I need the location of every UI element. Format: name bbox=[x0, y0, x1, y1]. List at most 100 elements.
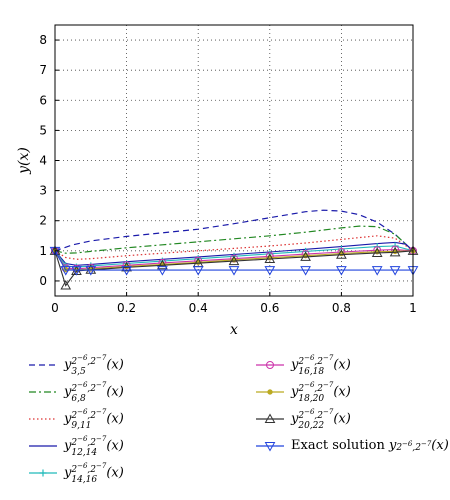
legend-tail: (x) bbox=[431, 438, 449, 453]
x-tick-label: 1 bbox=[409, 301, 417, 315]
legend-tail: (x) bbox=[106, 465, 124, 480]
legend-sup-part: −7 bbox=[323, 353, 334, 362]
legend-sup-part: ,2 bbox=[87, 410, 97, 421]
legend-tail: (x) bbox=[106, 357, 124, 372]
x-tick-label: 0.2 bbox=[117, 301, 136, 315]
y-tick-label: 3 bbox=[39, 184, 47, 198]
legend-sup-part: −7 bbox=[96, 380, 107, 389]
legend-swatch bbox=[256, 412, 284, 423]
data-point bbox=[267, 388, 273, 395]
legend-sup-part: −6 bbox=[77, 407, 88, 416]
legend-superscript: 2−6,2−7 bbox=[71, 407, 106, 421]
legend-tail: (x) bbox=[106, 411, 124, 426]
data-point bbox=[264, 253, 276, 263]
legend-swatch bbox=[256, 388, 284, 395]
data-point bbox=[71, 266, 82, 276]
y-tick-label: 8 bbox=[39, 33, 47, 47]
legend-swatch bbox=[29, 469, 57, 476]
data-point bbox=[85, 264, 97, 274]
data-point bbox=[60, 279, 72, 290]
legend-sup-part: 2 bbox=[396, 442, 403, 453]
ticks: 0 0.2 0.4 0.6 0.8 1 0 1 2 3 4 5 6 7 8 bbox=[39, 33, 416, 315]
legend-sup-part: −6 bbox=[304, 380, 315, 389]
data-point bbox=[157, 266, 168, 276]
legend-superscript: 2−6,2−7 bbox=[298, 353, 333, 367]
legend-superscript: 2−6,2−7 bbox=[396, 439, 431, 453]
data-point bbox=[228, 255, 240, 266]
data-point bbox=[192, 266, 204, 276]
legend-label: y 2−6,2−7 14,16 (x) bbox=[64, 461, 124, 485]
y-tick-label: 4 bbox=[39, 154, 47, 168]
legend-script: 2−6,2−7 3,5 bbox=[71, 353, 106, 377]
y-tick-label: 5 bbox=[39, 123, 47, 137]
legend-sup-part: 2 bbox=[71, 464, 78, 475]
legend-label: y 2−6,2−7 12,14 (x) bbox=[64, 434, 124, 458]
legend-base: y bbox=[291, 411, 299, 426]
legend-swatch bbox=[29, 444, 57, 447]
y-tick-label: 6 bbox=[39, 93, 47, 107]
legend-item: y 2−6,2−7 18,20 (x) bbox=[255, 378, 450, 405]
series-layer bbox=[49, 209, 419, 290]
y-tick-label: 1 bbox=[39, 244, 47, 258]
legend-script: 2−6,2−7 6,8 bbox=[71, 380, 106, 404]
legend-sup-part: ,2 bbox=[87, 437, 97, 448]
legend-subscript: 18,20 bbox=[298, 393, 325, 404]
data-point bbox=[264, 412, 276, 423]
data-point bbox=[336, 249, 347, 259]
legend-sup-part: −6 bbox=[304, 353, 315, 362]
data-point bbox=[85, 266, 97, 276]
data-point bbox=[371, 266, 383, 276]
y-tick-label: 2 bbox=[39, 214, 47, 228]
data-point bbox=[264, 266, 276, 276]
legend-sup-part: −6 bbox=[402, 439, 413, 448]
legend-item: y 2−6,2−7 12,14 (x) bbox=[28, 432, 228, 459]
legend-script: 2−6,2−7 18,20 bbox=[298, 380, 333, 404]
legend-sup-part: −6 bbox=[77, 353, 88, 362]
data-point bbox=[228, 266, 240, 276]
legend-sup-part: −6 bbox=[304, 407, 315, 416]
legend-sup-part: 2 bbox=[71, 383, 78, 394]
legend-sup-part: −7 bbox=[420, 439, 432, 448]
legend-item: y 2−6,2−7 9,11 (x) bbox=[28, 405, 228, 432]
legend-sup-part: ,2 bbox=[87, 383, 97, 394]
legend-swatch bbox=[29, 417, 57, 420]
legend-tail: (x) bbox=[333, 384, 351, 399]
legend-sup-part: −6 bbox=[77, 434, 88, 443]
legend-superscript: 2−6,2−7 bbox=[71, 353, 106, 367]
legend-subscript: 6,8 bbox=[71, 393, 86, 404]
legend-sup-part: 2 bbox=[298, 410, 305, 421]
legend-tail: (x) bbox=[106, 384, 124, 399]
legend-label: y 2−6,2−7 20,22 (x) bbox=[291, 407, 351, 431]
legend-base: y bbox=[64, 357, 72, 372]
y-tick-label: 0 bbox=[39, 274, 47, 288]
legend-script: 2−6,2−7 bbox=[396, 439, 431, 453]
legend-label: y 2−6,2−7 3,5 (x) bbox=[64, 353, 124, 377]
legend-superscript: 2−6,2−7 bbox=[298, 407, 333, 421]
data-point bbox=[121, 266, 132, 276]
legend-sup-part: ,2 bbox=[87, 464, 97, 475]
data-point bbox=[389, 246, 401, 257]
legend-base: y bbox=[388, 438, 397, 453]
y-axis-label: y(x) bbox=[16, 147, 32, 175]
legend-subscript: 20,22 bbox=[298, 420, 325, 431]
legend-superscript: 2−6,2−7 bbox=[298, 380, 333, 394]
legend-item: y 2−6,2−7 16,18 (x) bbox=[255, 351, 450, 378]
legend-item: y 2−6,2−7 14,16 (x) bbox=[28, 459, 228, 486]
legend-base: y bbox=[291, 357, 299, 372]
legend-tail: (x) bbox=[333, 357, 351, 372]
legend-sup-part: ,2 bbox=[314, 383, 324, 394]
legend-script: 2−6,2−7 20,22 bbox=[298, 407, 333, 431]
legend-sup-part: ,2 bbox=[314, 410, 324, 421]
line-chart: 0 0.2 0.4 0.6 0.8 1 0 1 2 3 4 5 6 7 8 x y(x) bbox=[16, 24, 419, 338]
legend-sup-part: ,2 bbox=[87, 356, 97, 367]
legend-tail: (x) bbox=[106, 438, 124, 453]
legend-tail: (x) bbox=[333, 411, 351, 426]
data-point bbox=[371, 247, 383, 257]
series-1 bbox=[54, 225, 414, 254]
legend-superscript: 2−6,2−7 bbox=[71, 380, 106, 394]
legend-superscript: 2−6,2−7 bbox=[71, 461, 106, 475]
data-point bbox=[389, 266, 401, 276]
legend-base: y bbox=[291, 384, 299, 399]
data-point bbox=[300, 251, 311, 261]
legend-sup-part: −7 bbox=[96, 353, 107, 362]
